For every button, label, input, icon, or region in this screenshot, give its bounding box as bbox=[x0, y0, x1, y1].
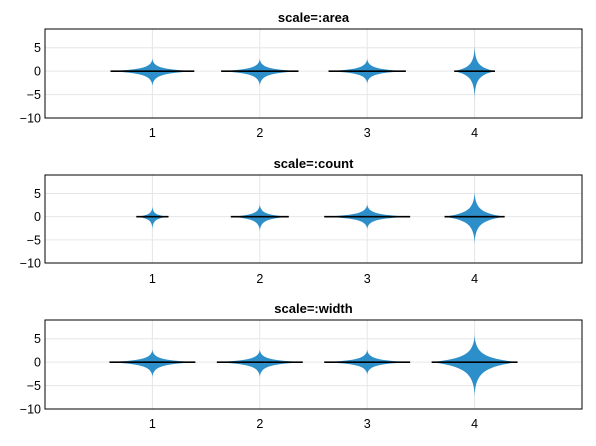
y-tick-label: 0 bbox=[34, 210, 41, 224]
panel-title: scale=:count bbox=[274, 156, 355, 171]
y-tick-label: 5 bbox=[34, 41, 41, 55]
panel-2: scale=:count 5 0 −5 −10 1 2 3 4 bbox=[20, 156, 583, 286]
x-tick-label: 4 bbox=[471, 417, 478, 431]
violin-1 bbox=[113, 57, 192, 88]
y-tick-label: 0 bbox=[34, 65, 41, 79]
y-tick-label: −10 bbox=[20, 403, 41, 417]
y-tick-label: 0 bbox=[34, 356, 41, 370]
panel-title: scale=:width bbox=[274, 301, 352, 316]
panel-title: scale=:area bbox=[278, 10, 350, 25]
plot-frame bbox=[44, 174, 583, 264]
plot-frame bbox=[44, 319, 583, 410]
x-tick-label: 3 bbox=[364, 126, 371, 140]
y-tick-label: −10 bbox=[20, 257, 41, 271]
violin-1 bbox=[112, 348, 193, 379]
violin-4 bbox=[445, 188, 504, 247]
x-tick-label: 1 bbox=[149, 417, 156, 431]
violin-4 bbox=[455, 43, 495, 102]
y-tick-label: −5 bbox=[27, 88, 41, 102]
violin-2 bbox=[219, 348, 301, 379]
x-tick-label: 4 bbox=[471, 126, 478, 140]
x-tick-label: 3 bbox=[364, 417, 371, 431]
violin-4 bbox=[432, 331, 517, 400]
y-tick-label: 5 bbox=[34, 332, 41, 346]
y-tick-label: 5 bbox=[34, 187, 41, 201]
x-tick-label: 2 bbox=[256, 417, 263, 431]
x-tick-label: 4 bbox=[471, 272, 478, 286]
x-tick-label: 1 bbox=[149, 272, 156, 286]
y-tick-label: −10 bbox=[20, 112, 41, 126]
x-tick-label: 2 bbox=[256, 272, 263, 286]
violin-2 bbox=[232, 202, 288, 233]
panel-3: scale=:width 5 0 −5 −10 1 2 3 4 bbox=[20, 301, 583, 431]
violin-1 bbox=[137, 205, 168, 231]
x-tick-label: 1 bbox=[149, 126, 156, 140]
y-tick-label: −5 bbox=[27, 379, 41, 393]
x-tick-label: 2 bbox=[256, 126, 263, 140]
x-tick-label: 3 bbox=[364, 272, 371, 286]
panel-1: scale=:area 5 0 −5 −10 1 2 3 4 bbox=[20, 10, 583, 140]
y-tick-label: −5 bbox=[27, 233, 41, 247]
plot-frame bbox=[44, 28, 583, 119]
violin-2 bbox=[223, 57, 297, 88]
